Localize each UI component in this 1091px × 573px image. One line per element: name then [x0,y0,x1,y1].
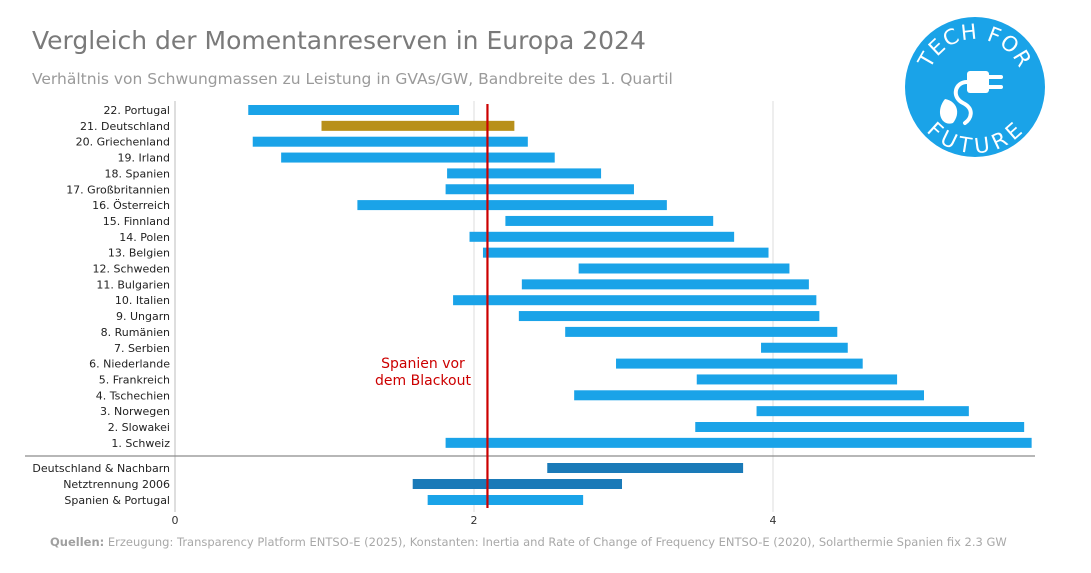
country-row-bar [578,263,790,274]
country-row-bar [756,406,969,417]
country-row-label: 8. Rumänien [101,326,170,339]
country-row-label: 14. Polen [119,231,170,244]
country-row-bar [521,279,809,290]
country-row-bar [482,247,769,258]
chart-row-labels: 22. Portugal 21. Deutschland 20. Griechenl… [32,104,170,507]
country-row-bar [453,295,817,306]
country-row-bar [518,311,820,322]
tech-for-future-logo: TECH FOR FUTURE [905,17,1045,157]
country-row-bar [357,200,667,211]
country-row-bar [616,358,863,369]
country-row-bar [248,105,460,115]
country-row-bar [565,326,838,337]
country-row-label: 18. Spanien [105,167,170,180]
group-row-bar [547,463,744,473]
country-row-bar [445,437,1032,448]
country-row-label: 7. Serbien [114,342,170,355]
country-row-label: 21. Deutschland [80,120,170,133]
country-row-label: 16. Österreich [92,199,170,212]
reference-annotation: dem Blackout [375,373,471,389]
source-label: Quellen: [50,535,105,549]
country-row-label: 17. Großbritannien [66,183,170,196]
group-row-label: Deutschland & Nachbarn [32,462,170,475]
country-row-label: 15. Finnland [103,215,170,228]
chart-subtitle: Verhältnis von Schwungmassen zu Leistung… [32,70,673,88]
reference-annotation: Spanien vor [381,356,465,372]
country-row-label: 13. Belgien [108,247,170,260]
country-row-bar [445,184,634,195]
source-note: Quellen: Erzeugung: Transparency Platfor… [50,535,1007,549]
group-row-label: Spanien & Portugal [64,494,170,507]
group-row-bar [427,495,584,505]
country-row-bar [696,374,898,385]
country-row-label: 6. Niederlande [89,358,170,371]
country-row-label: 2. Slowakei [108,421,170,434]
country-row-label: 4. Tschechien [96,389,170,402]
chart-title: Vergleich der Momentanreserven in Europa… [32,26,646,55]
chart-grid [25,101,1035,512]
group-row-label: Netztrennung 2006 [63,478,170,491]
country-row-bar [447,168,602,179]
country-row-bar [574,390,924,401]
country-row-label: 12. Schweden [93,263,171,276]
country-row-bar [469,231,735,242]
source-text: Erzeugung: Transparency Platform ENTSO-E… [104,535,1007,549]
country-row-label: 3. Norwegen [100,405,170,418]
country-row-label: 20. Griechenland [76,136,170,149]
country-row-bar [321,120,515,131]
country-row-label: 11. Bulgarien [96,278,170,291]
plug-leaf-icon [939,71,1003,125]
country-row-label: 22. Portugal [103,104,170,117]
x-tick-label: 4 [770,514,777,527]
country-row-bar [761,342,848,353]
country-row-bar [281,152,555,163]
country-row-label: 1. Schweiz [111,437,170,450]
group-row-bar [412,479,623,489]
chart-x-ticks: 0 2 4 [172,514,777,527]
country-row-bar [695,422,1025,432]
x-tick-label: 2 [471,514,478,527]
country-row-label: 5. Frankreich [99,373,170,386]
country-row-bar [505,215,714,226]
country-row-label: 10. Italien [115,294,170,307]
x-tick-label: 0 [172,514,179,527]
country-row-label: 9. Ungarn [116,310,170,323]
chart-bars [248,105,1032,505]
country-row-label: 19. Irland [117,152,170,165]
country-row-bar [252,136,528,147]
